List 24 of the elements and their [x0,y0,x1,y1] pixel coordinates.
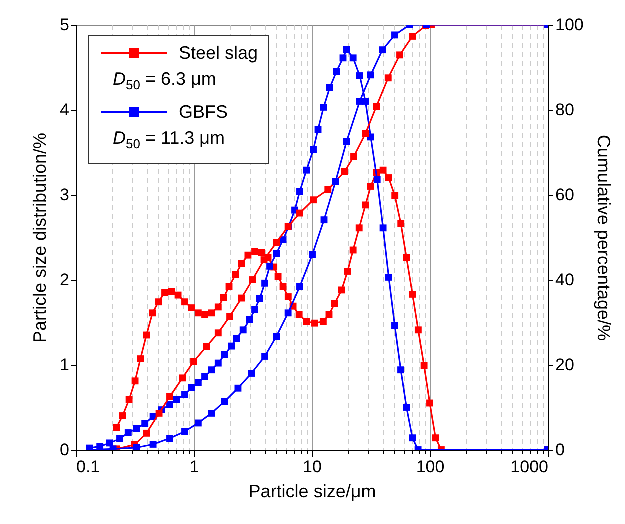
y-tick-label: 5 [60,16,70,34]
y-axis-title: Particle size distribution/% [30,132,50,344]
y-tick-label: 3 [60,186,70,204]
x-tick-label: 1 [190,458,200,476]
y2-tick-label: 40 [556,270,574,290]
y2-tick-label: 0 [556,440,565,460]
y2-tick-label: 20 [556,356,574,374]
y-tick-label: 2 [60,270,70,290]
y2-tick-label: 60 [556,186,574,204]
x-tick-label: 10 [303,458,322,476]
y-tick-label: 0 [60,440,70,460]
y-tick-label: 1 [60,356,70,374]
x-tick-label: 0.1 [76,458,100,476]
y-tick-label: 4 [60,100,70,120]
x-tick-label: 100 [416,458,445,476]
y2-tick-label: 100 [556,16,584,34]
x-axis-title: Particle size/μm [248,482,376,502]
x-tick-label: 1000 [510,458,548,476]
annotation: D$_{50}$ = 6.3 μm [112,68,218,95]
legend-label: GBFS [179,100,228,124]
legend-label: Steel slag [179,42,258,65]
y2-axis-title: Cumulative percentage/% [594,134,614,342]
y2-tick-label: 80 [556,100,574,120]
annotation: D$_{50}$ = 11.3 μm [112,126,226,154]
